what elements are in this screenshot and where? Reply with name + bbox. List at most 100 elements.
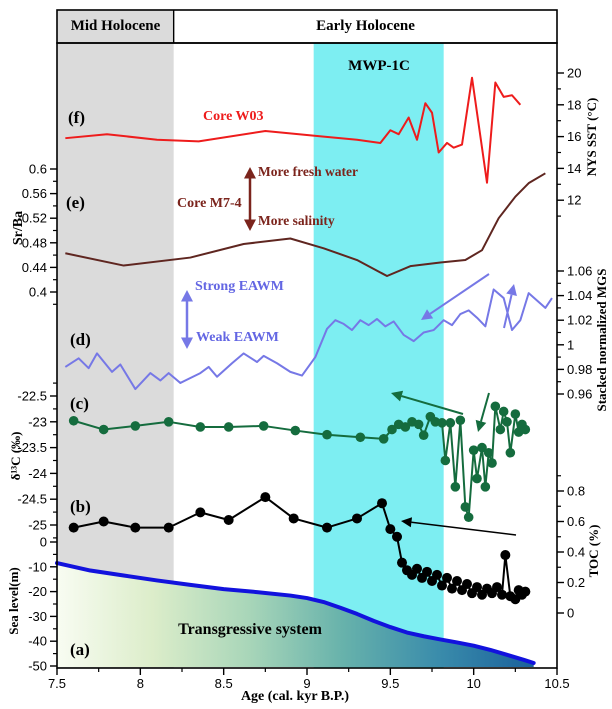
d13c-series-marker	[520, 424, 531, 435]
d13c-series-marker	[290, 425, 301, 436]
toc-series-marker	[397, 557, 408, 568]
srba-tick-label: 0.48	[22, 235, 47, 250]
mgs-axis-title: Stacked normalized MGS	[594, 268, 609, 412]
sea-tick-label: -20	[28, 584, 47, 599]
panel-label-a: (a)	[70, 640, 90, 659]
d13c-trend-arrow	[391, 390, 464, 415]
x-tick-label: 8	[137, 676, 144, 691]
core-w03-sst-line	[65, 76, 522, 184]
axes-layer: 20181614120.60.560.520.480.440.41.061.04…	[17, 66, 592, 692]
toc-series-marker	[412, 563, 423, 574]
sea-tick-label: -30	[28, 609, 47, 624]
toc-series-marker	[447, 583, 458, 594]
toc-axis-title: TOC (%)	[586, 524, 601, 578]
sea-axis-title: Sea level(m)	[6, 567, 21, 635]
d13c-series-marker	[130, 421, 141, 431]
mid-holocene-band	[57, 43, 174, 668]
mgs-tick-label: 1.02	[567, 313, 592, 328]
d13c-series-marker	[387, 424, 397, 435]
x-tick-label: 10	[466, 676, 480, 691]
stacked-mgs-line	[64, 288, 553, 391]
panel-label-b: (b)	[70, 497, 91, 516]
d13c-series-marker	[440, 455, 451, 466]
more-fresh-water-label: More fresh water	[258, 164, 358, 179]
srba-axis-title: Sr/Ba	[11, 210, 26, 246]
mwp1c-band	[313, 43, 444, 668]
toc-series-marker	[260, 492, 271, 503]
d13c-series-marker	[445, 418, 456, 428]
d13c-series-marker	[472, 473, 482, 484]
arrow-shaft	[411, 521, 517, 536]
toc-series-marker	[462, 579, 473, 590]
srba-tick-label: 0.56	[22, 186, 47, 201]
arrow-head	[244, 219, 256, 231]
d13c-series-marker	[463, 512, 474, 523]
sea-tick-label: -50	[28, 659, 47, 674]
d13c-series-marker	[460, 502, 471, 512]
sea-level-area	[55, 561, 536, 667]
d13c-series-marker	[400, 422, 411, 432]
series-layer	[64, 76, 553, 605]
d13c-tick-label: -22.5	[17, 389, 47, 404]
toc-series-marker	[442, 572, 453, 583]
arrow-head	[244, 167, 256, 179]
core-m74-label: Core M7-4	[177, 196, 242, 211]
d13c-series-marker	[163, 417, 174, 427]
x-tick-label: 9.5	[381, 676, 399, 691]
srba-tick-label: 0.44	[22, 260, 47, 275]
d13c-series-marker	[480, 482, 491, 492]
panel-label-f: (f)	[68, 108, 85, 127]
arrow-head	[421, 309, 434, 320]
toc-tick-label: 0.2	[567, 575, 585, 590]
toc-series-marker	[195, 507, 206, 518]
toc-series-marker	[385, 524, 396, 535]
d13c-series-marker	[490, 401, 501, 412]
d13c-tick-label: -23	[28, 414, 47, 429]
d13c-tick-label: -25	[28, 518, 47, 533]
d13c-series-marker	[98, 424, 109, 435]
arrow-head	[475, 419, 487, 432]
d13c-series-marker	[223, 422, 234, 432]
core-m74-srba-group	[65, 172, 546, 278]
toc-series-marker	[352, 513, 363, 524]
mgs-tick-label: 0.96	[567, 387, 592, 402]
d13c-tick-label: -23.5	[17, 440, 47, 455]
d13c-tick-label: -24	[28, 466, 47, 481]
panel-label-c: (c)	[70, 394, 89, 413]
header-early-holocene: Early Holocene	[316, 18, 415, 34]
arrow-head	[506, 284, 517, 296]
d13c-series-marker	[495, 424, 506, 435]
transgressive-fill	[57, 563, 534, 667]
arrow-head	[401, 517, 413, 528]
sst-tick-label: 16	[567, 129, 581, 144]
toc-series-marker	[322, 522, 333, 533]
toc-series-marker	[98, 516, 109, 527]
toc-series-marker	[432, 569, 443, 580]
srba-tick-label: 0.4	[29, 285, 47, 300]
toc-series-marker	[223, 514, 234, 525]
more-salinity-label: More salinity	[258, 213, 335, 228]
arrows-layer	[181, 167, 517, 536]
sea-tick-label: -10	[28, 559, 47, 574]
sst-tick-label: 12	[567, 193, 581, 208]
sst-tick-label: 18	[567, 97, 581, 112]
toc-tick-label: 0.4	[567, 545, 585, 560]
toc-series-marker	[68, 522, 79, 533]
toc-tick-label: 0	[567, 606, 574, 621]
d13c-series-marker	[455, 415, 466, 426]
d13c-axis-title: δ¹³C (‰)	[8, 431, 23, 481]
toc-trend-arrow	[401, 517, 517, 536]
mgs-trend-arrow	[421, 273, 490, 320]
toc-series-marker	[452, 575, 463, 586]
d13c-series-marker	[477, 442, 487, 453]
toc-series-marker	[288, 513, 299, 524]
mgs-tick-label: 0.98	[567, 362, 592, 377]
core-m74-srba-line	[65, 172, 546, 278]
x-axis-title: Age (cal. kyr B.P.)	[240, 689, 350, 704]
toc-series-group	[68, 492, 531, 605]
bands-layer	[57, 43, 444, 668]
header-mid-cell	[57, 10, 174, 43]
x-tick-label: 7.5	[48, 676, 66, 691]
